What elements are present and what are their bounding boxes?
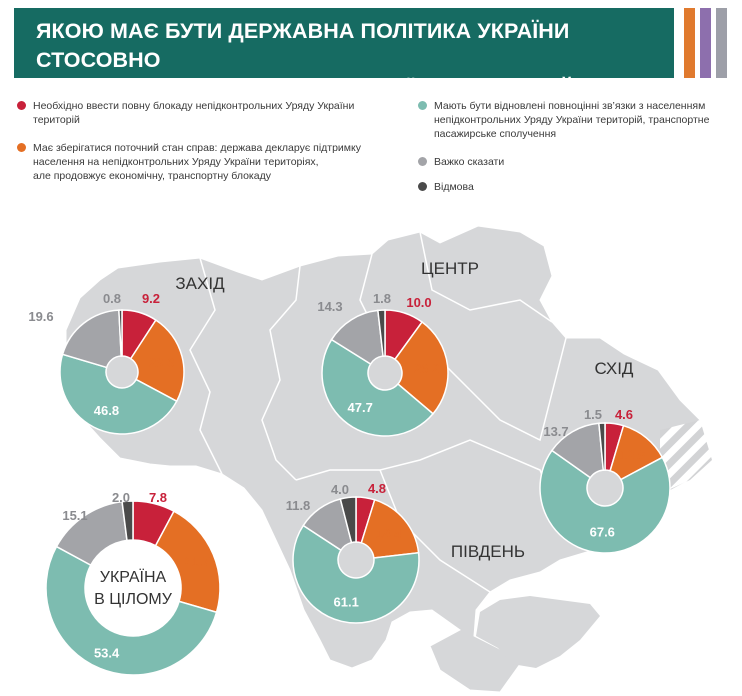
legend-dot-dark bbox=[418, 182, 427, 191]
value-label: 14.3 bbox=[317, 299, 342, 314]
donut-slice bbox=[321, 338, 435, 437]
donut-slice bbox=[339, 496, 357, 544]
donut-slice bbox=[121, 500, 134, 542]
value-label: 21.7 bbox=[184, 554, 209, 569]
accent-stripe-orange bbox=[684, 8, 695, 78]
donut-slice bbox=[598, 422, 606, 471]
title-line-2: НЕПІДКОНТРОЛЬНИХ УРЯДУ УКРАЇНИ ТЕРИТОРІЙ… bbox=[36, 77, 588, 101]
region-title: УКРАЇНА bbox=[100, 568, 167, 586]
donut-chart-1: 9.2 23.6 46.8 19.6 0.8 ЗАХІД bbox=[28, 274, 225, 435]
accent-stripe-purple bbox=[700, 8, 711, 78]
title-banner: ЯКОЮ МАЄ БУТИ ДЕРЖАВНА ПОЛІТИКА УКРАЇНИ … bbox=[14, 8, 674, 101]
value-label: 46.8 bbox=[94, 403, 119, 418]
region-title: ЦЕНТР bbox=[421, 259, 479, 278]
donut-chart-3: 4.6 12.6 67.6 13.7 1.5 СХІД bbox=[539, 359, 671, 554]
legend-item-blockade: Необхідно ввести повну блокаду непідконт… bbox=[17, 99, 354, 127]
legend-item-refusal: Відмова bbox=[418, 180, 474, 194]
donut-slice bbox=[118, 309, 123, 357]
value-label: 11.8 bbox=[286, 498, 311, 513]
title-line-1: ЯКОЮ МАЄ БУТИ ДЕРЖАВНА ПОЛІТИКА УКРАЇНИ … bbox=[36, 19, 570, 72]
value-label: 47.7 bbox=[348, 400, 373, 415]
value-label: 2.0 bbox=[112, 490, 130, 505]
value-label: 53.4 bbox=[94, 645, 120, 660]
uncontrolled-territories bbox=[660, 420, 712, 490]
map-mainland bbox=[65, 225, 713, 693]
accent-stripe-gray bbox=[716, 8, 727, 78]
crimea bbox=[476, 596, 600, 668]
donut-chart-2: 10.0 26.2 47.7 14.3 1.8 ЦЕНТР bbox=[317, 259, 479, 437]
value-label: 4.6 bbox=[615, 407, 633, 422]
legend-dot-teal bbox=[418, 101, 427, 110]
value-label: 0.8 bbox=[103, 291, 121, 306]
region-title: В ЦІЛОМУ bbox=[94, 591, 173, 608]
legend-item-hard-to-say: Важко сказати bbox=[418, 155, 504, 169]
region-borders bbox=[189, 231, 601, 593]
donut-chart-5: 7.8 21.7 53.4 15.1 2.0 УКРАЇНА В ЦІЛОМУ bbox=[45, 490, 221, 676]
region-title: ПІВДЕНЬ bbox=[451, 542, 525, 561]
value-label: 10.0 bbox=[406, 295, 431, 310]
donut-chart-4: 4.8 18.4 61.1 11.8 4.0 ПІВДЕНЬ bbox=[286, 481, 525, 624]
donut-slice bbox=[61, 309, 122, 369]
legend-dot-red bbox=[17, 101, 26, 110]
legend-dot-gray bbox=[418, 157, 427, 166]
donut-slice bbox=[393, 320, 449, 415]
value-label: 9.2 bbox=[142, 291, 160, 306]
value-label: 23.6 bbox=[149, 355, 174, 370]
donut-slice bbox=[129, 319, 185, 403]
value-label: 4.0 bbox=[331, 482, 349, 497]
legend-item-status-quo: Має зберігатися поточний стан справ: дер… bbox=[17, 141, 361, 183]
region-title: СХІД bbox=[595, 359, 634, 378]
value-label: 19.6 bbox=[28, 309, 53, 324]
donut-slice bbox=[360, 498, 420, 559]
value-label: 67.6 bbox=[590, 524, 615, 539]
region-title: ЗАХІД bbox=[175, 274, 225, 293]
value-label: 7.8 bbox=[149, 490, 167, 505]
value-label: 4.8 bbox=[368, 481, 386, 496]
value-label: 13.7 bbox=[543, 424, 568, 439]
legend-item-restore-ties: Мають бути відновлені повноцінні зв’язки… bbox=[418, 99, 709, 141]
value-label: 15.1 bbox=[62, 508, 87, 523]
value-label: 61.1 bbox=[334, 594, 359, 609]
value-label: 1.8 bbox=[373, 291, 391, 306]
value-label: 26.2 bbox=[414, 361, 439, 376]
value-label: 18.4 bbox=[376, 526, 402, 541]
donut-slice bbox=[377, 309, 386, 357]
donut-slice bbox=[292, 524, 420, 624]
donut-slice bbox=[539, 449, 671, 554]
page-title: ЯКОЮ МАЄ БУТИ ДЕРЖАВНА ПОЛІТИКА УКРАЇНИ … bbox=[36, 17, 676, 104]
legend-dot-orange bbox=[17, 143, 26, 152]
donut-slice bbox=[45, 545, 218, 676]
value-label: 12.6 bbox=[620, 447, 645, 462]
value-label: 1.5 bbox=[584, 407, 602, 422]
donut-slice bbox=[59, 353, 178, 435]
